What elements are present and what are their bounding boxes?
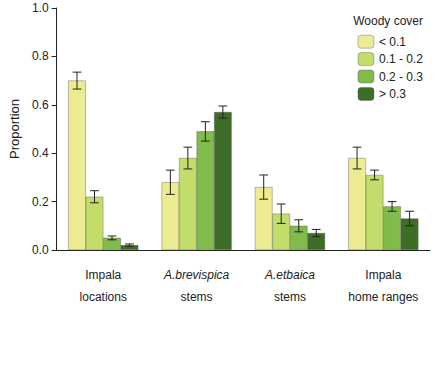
svg-text:0.4: 0.4 [32, 146, 49, 160]
svg-text:Woody cover: Woody cover [353, 14, 423, 28]
svg-text:> 0.3: > 0.3 [379, 87, 406, 101]
svg-text:stems: stems [181, 290, 213, 304]
svg-text:< 0.1: < 0.1 [379, 35, 406, 49]
svg-text:0.1 - 0.2: 0.1 - 0.2 [379, 52, 423, 66]
svg-text:1.0: 1.0 [32, 1, 49, 15]
svg-text:0.2: 0.2 [32, 195, 49, 209]
svg-text:0.0: 0.0 [32, 243, 49, 257]
svg-text:Proportion: Proportion [7, 99, 22, 159]
svg-text:home ranges: home ranges [348, 290, 418, 304]
svg-text:0.6: 0.6 [32, 98, 49, 112]
svg-text:A.etbaica: A.etbaica [264, 268, 315, 282]
svg-text:Impala: Impala [85, 268, 121, 282]
svg-text:0.8: 0.8 [32, 49, 49, 63]
svg-text:locations: locations [80, 290, 127, 304]
svg-text:A.brevispica: A.brevispica [163, 268, 230, 282]
svg-text:stems: stems [274, 290, 306, 304]
svg-text:0.2 - 0.3: 0.2 - 0.3 [379, 70, 423, 84]
svg-text:Impala: Impala [365, 268, 401, 282]
